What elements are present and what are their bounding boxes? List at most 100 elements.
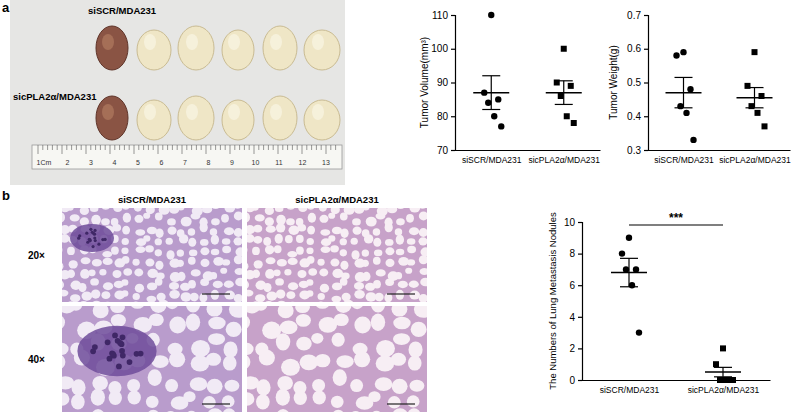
alveolus <box>121 247 128 254</box>
error-bar-cap <box>482 109 500 110</box>
alveolus <box>375 293 384 301</box>
alveolus <box>313 390 326 404</box>
alveolus <box>169 290 180 299</box>
y-tick: 6 <box>569 280 582 291</box>
alveolus <box>259 350 275 366</box>
alveolus <box>92 376 108 390</box>
alveolus <box>373 238 381 247</box>
alveolus <box>247 234 255 243</box>
alveolus <box>128 390 141 404</box>
alveolus <box>306 279 313 285</box>
alveolus <box>121 279 128 285</box>
ruler-tick <box>244 145 245 150</box>
data-point <box>680 49 686 55</box>
alveolus <box>353 226 362 234</box>
alveolus <box>266 257 276 264</box>
nucleus <box>97 243 100 246</box>
alveolus <box>373 280 381 288</box>
alveolus <box>169 317 186 334</box>
y-axis-title: Tumor Volume(mm³) <box>419 37 430 128</box>
y-tick: 70 <box>437 145 455 156</box>
alveolus <box>247 280 249 289</box>
error-bar <box>714 367 732 376</box>
x-tick: siSCR/MDA231 <box>600 380 660 395</box>
error-bar <box>675 77 693 107</box>
alveolus <box>405 268 412 274</box>
ruler-tick <box>292 145 293 150</box>
alveolus <box>200 279 209 286</box>
alveolus <box>385 259 394 267</box>
data-point <box>558 93 564 99</box>
alveolus <box>396 218 405 225</box>
x-axis: siSCR/MDA231sicPLA2α/MDA231 <box>456 150 601 165</box>
x-axis-line <box>583 380 771 381</box>
alveolus <box>312 379 325 392</box>
ruler-tick <box>90 145 91 150</box>
alveolus <box>247 262 248 270</box>
alveolus <box>264 301 273 302</box>
alveolus <box>233 208 242 209</box>
data-point <box>485 100 491 106</box>
ruler-tick <box>71 145 72 150</box>
significance-label: *** <box>669 211 683 225</box>
alveolus <box>135 229 145 235</box>
ruler-tick <box>230 145 231 154</box>
alveolus <box>330 245 339 252</box>
alveolus <box>210 228 217 236</box>
data-point <box>673 52 679 58</box>
alveolus <box>296 246 304 254</box>
nucleus <box>88 238 91 241</box>
alveolus <box>396 208 405 209</box>
alveolus <box>318 293 325 300</box>
ruler-tick <box>42 145 43 150</box>
error-bar-stem <box>683 77 684 107</box>
alveolus <box>79 301 88 302</box>
alveolus <box>263 283 271 292</box>
alveolus <box>90 208 99 212</box>
alveolus <box>190 293 199 301</box>
alveolus <box>211 218 220 225</box>
ruler <box>32 145 342 169</box>
alveolus <box>103 282 113 290</box>
y-tick: 8 <box>569 248 582 259</box>
alveolus <box>70 306 83 311</box>
alveolus <box>276 409 290 412</box>
alveolus <box>409 281 419 288</box>
alveolus <box>223 341 237 358</box>
alveolus <box>223 356 237 371</box>
histology-image <box>62 306 242 412</box>
alveolus <box>247 247 248 254</box>
alveolus <box>376 269 386 276</box>
alveolus <box>317 301 324 302</box>
alveolus <box>190 377 208 391</box>
alveolus <box>70 214 80 221</box>
alveolus <box>177 249 184 256</box>
alveolus <box>265 217 274 226</box>
y-axis: 708090100110 <box>431 10 455 156</box>
nucleus <box>89 239 92 242</box>
alveolus <box>134 269 143 277</box>
alveolus <box>407 238 415 245</box>
data-point <box>730 377 736 383</box>
alveolus <box>319 215 328 223</box>
alveolus <box>202 208 212 213</box>
error-bar-cap <box>482 75 500 76</box>
alveolus <box>295 306 310 313</box>
data-point <box>687 86 693 92</box>
error-bar <box>555 81 573 105</box>
alveolus <box>307 208 315 210</box>
y-tick: 0.6 <box>627 43 648 54</box>
alveolus <box>190 302 200 303</box>
error-bar-cap <box>620 286 638 287</box>
alveolus <box>276 223 285 232</box>
ruler-label: 8 <box>207 159 211 166</box>
alveolus <box>351 250 359 259</box>
y-tick: 0.5 <box>627 77 648 88</box>
alveolus <box>130 306 145 309</box>
ruler-tick <box>158 145 159 154</box>
alveolus <box>253 236 262 244</box>
y-tick-label: 4 <box>569 312 575 323</box>
alveolus <box>123 213 131 223</box>
alveolus <box>164 411 176 412</box>
tumor <box>96 96 128 140</box>
